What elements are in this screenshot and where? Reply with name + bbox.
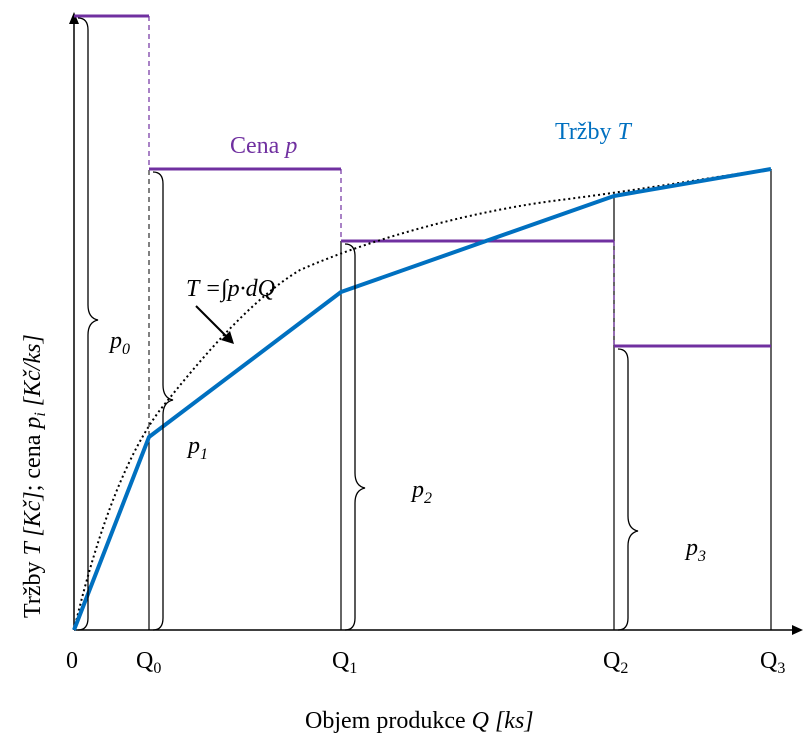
formula-label: T =∫p·dQ — [186, 276, 275, 303]
x-tick-q3: Q3 — [760, 648, 785, 677]
brace-label-p3: p3 — [684, 535, 706, 565]
brace-p2 — [344, 243, 366, 631]
brace-p1 — [152, 171, 174, 631]
revenue-integral-curve — [73, 168, 772, 631]
brace-label-p0: p0 — [108, 328, 130, 358]
x-tick-origin: 0 — [66, 648, 78, 674]
x-tick-q0: Q0 — [136, 648, 161, 677]
brace-label-p2: p2 — [410, 477, 432, 507]
price-step-function — [74, 14, 771, 348]
x-tick-q2: Q2 — [603, 648, 628, 677]
brace-p3 — [617, 348, 639, 631]
y-axis-title: Tržby T [Kč]; cena pi [Kč/ks] — [20, 334, 49, 618]
brace-label-p1: p1 — [186, 433, 208, 463]
x-axis-title: Objem produkce Q [ks] — [305, 708, 534, 734]
revenue-polyline — [72, 167, 772, 631]
brace-p0 — [77, 17, 99, 631]
formula-arrow — [195, 305, 227, 337]
revenue-curve-label: Tržby T — [555, 119, 632, 145]
x-axis-arrow — [792, 625, 803, 635]
price-step-connectors — [148, 16, 615, 346]
price-curve-label: Cena p — [230, 133, 297, 159]
x-tick-q1: Q1 — [332, 648, 357, 677]
formula-arrow-head — [221, 331, 234, 344]
y-axis-arrow — [69, 12, 79, 24]
